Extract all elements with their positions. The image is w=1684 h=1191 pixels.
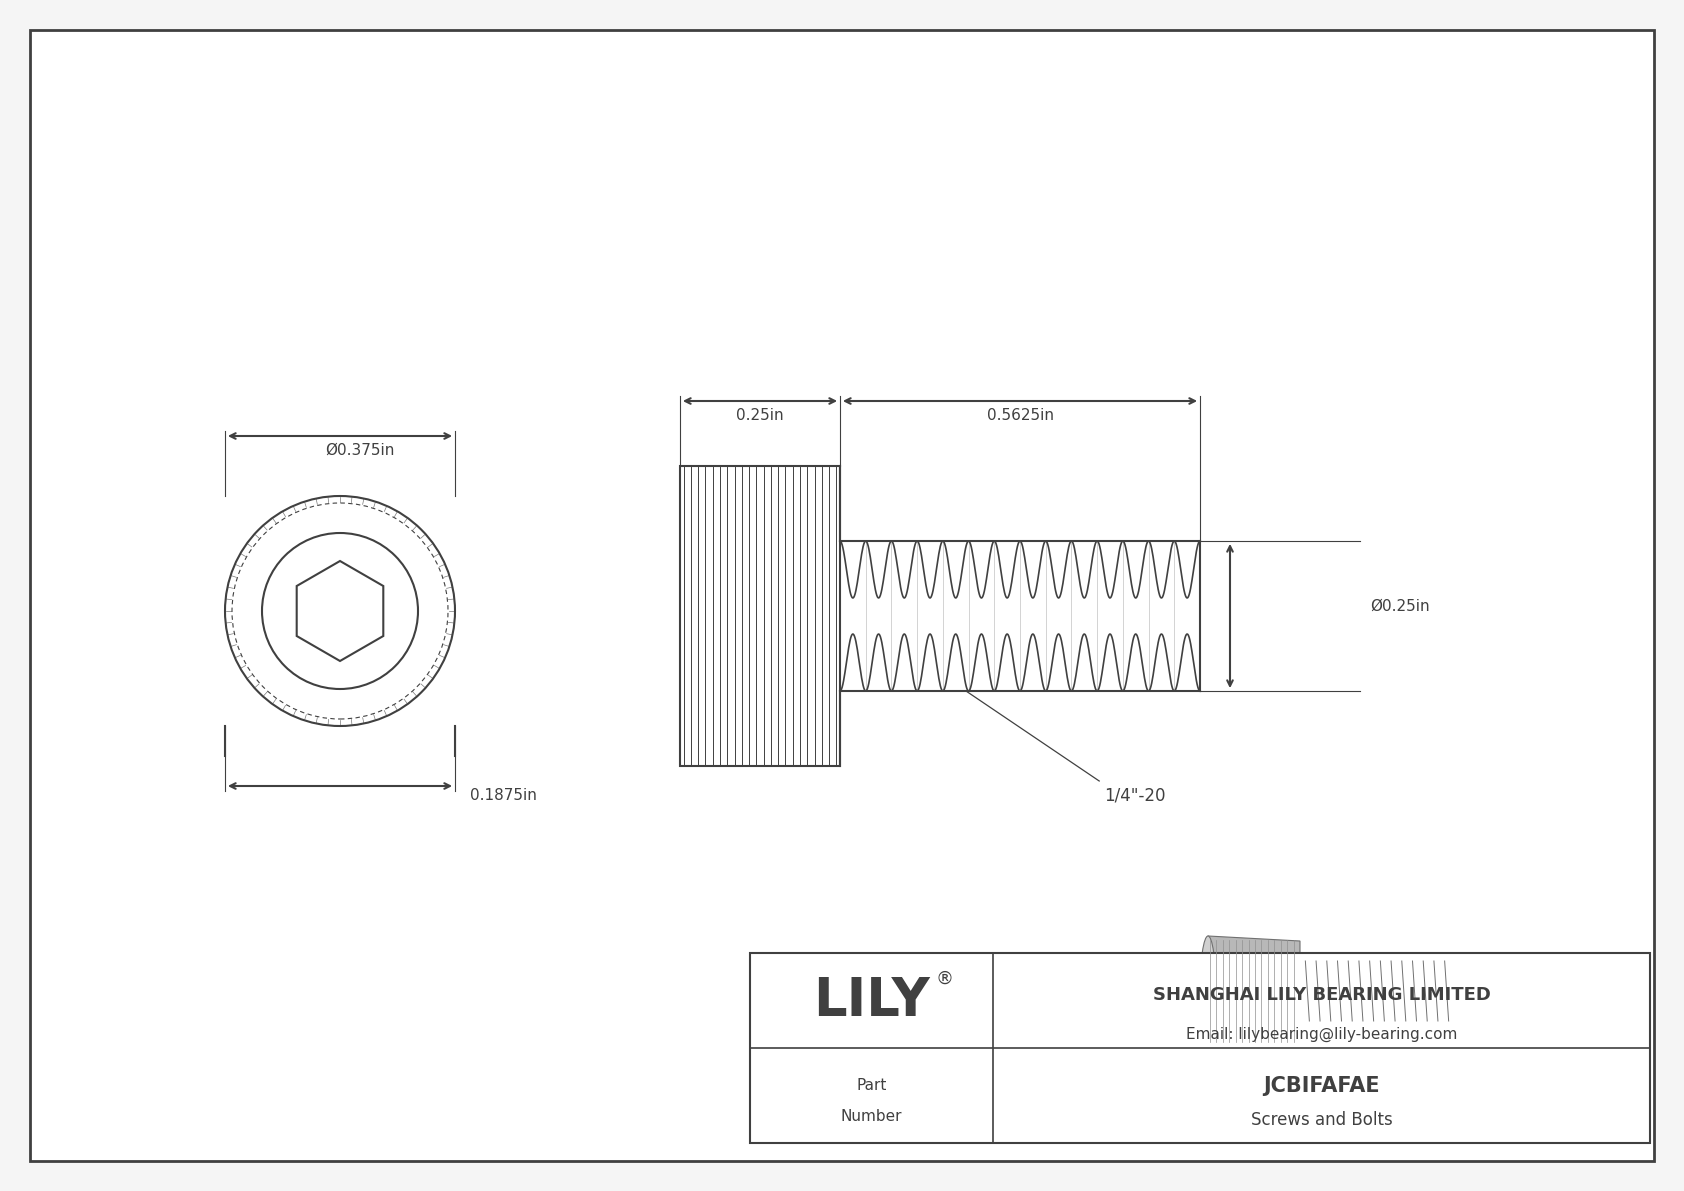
- Text: 0.25in: 0.25in: [736, 409, 783, 423]
- Ellipse shape: [1201, 936, 1216, 1046]
- Text: Ø0.25in: Ø0.25in: [1371, 599, 1430, 613]
- Text: Number: Number: [840, 1109, 903, 1124]
- Text: LILY: LILY: [813, 974, 930, 1027]
- Bar: [749, 953, 1650, 1143]
- Text: Ø0.375in: Ø0.375in: [325, 443, 394, 459]
- Text: Email: lilybearing@lily-bearing.com: Email: lilybearing@lily-bearing.com: [1186, 1027, 1457, 1042]
- Text: SHANGHAI LILY BEARING LIMITED: SHANGHAI LILY BEARING LIMITED: [1152, 986, 1490, 1004]
- Text: JCBIFAFAE: JCBIFAFAE: [1263, 1075, 1379, 1096]
- Text: 0.5625in: 0.5625in: [987, 409, 1054, 423]
- Polygon shape: [1300, 959, 1460, 1023]
- Bar: [680, 466, 840, 766]
- Text: ®: ®: [935, 969, 953, 987]
- Text: Part: Part: [855, 1079, 887, 1093]
- Polygon shape: [1207, 936, 1300, 1046]
- Text: 0.1875in: 0.1875in: [470, 788, 537, 804]
- Text: 1/4"-20: 1/4"-20: [1105, 786, 1165, 804]
- Polygon shape: [1202, 975, 1212, 1008]
- Text: Screws and Bolts: Screws and Bolts: [1251, 1111, 1393, 1129]
